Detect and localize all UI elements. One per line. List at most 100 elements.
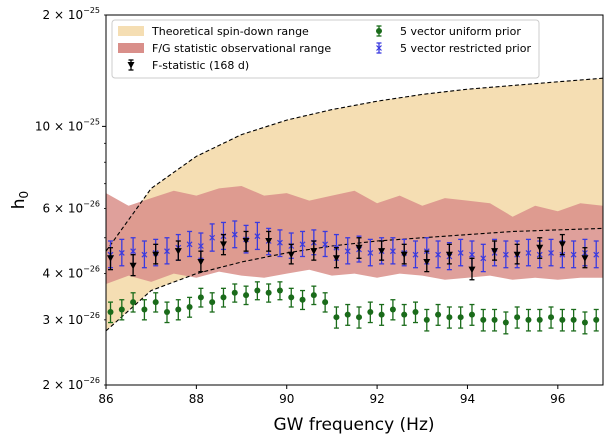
restricted-prior-marker	[469, 251, 475, 258]
restricted-prior-marker	[277, 239, 283, 246]
legend-entry: 5 vector uniform prior	[376, 25, 521, 38]
y-tick-label: 2 × 10−25	[43, 6, 100, 22]
f-statistic-marker	[423, 258, 431, 266]
restricted-prior-point	[548, 238, 554, 267]
uniform-prior-point	[389, 299, 396, 321]
f-statistic-marker	[265, 238, 273, 245]
y-axis-title: h0	[9, 191, 31, 209]
restricted-prior-marker	[322, 241, 329, 248]
restricted-prior-marker	[186, 241, 193, 248]
f-statistic-point	[197, 250, 205, 273]
uniform-prior-marker	[231, 289, 238, 296]
uniform-prior-marker	[197, 294, 204, 301]
f-statistic-marker	[310, 248, 318, 255]
uniform-prior-marker	[480, 316, 487, 323]
uniform-prior-marker	[491, 316, 498, 323]
f-statistic-point	[445, 243, 453, 265]
legend-label: Theoretical spin-down range	[151, 25, 309, 38]
uniform-prior-point	[322, 292, 329, 313]
restricted-prior-marker	[480, 255, 487, 262]
uniform-prior-marker	[265, 289, 272, 296]
restricted-prior-marker	[197, 243, 204, 249]
restricted-prior-point	[480, 243, 487, 273]
uniform-prior-marker	[175, 306, 182, 313]
f-statistic-point	[107, 247, 115, 271]
x-axis-title: GW frequency (Hz)	[273, 415, 434, 435]
restricted-prior-point	[231, 220, 238, 249]
uniform-prior-point	[209, 292, 216, 313]
uniform-prior-point	[514, 306, 521, 329]
uniform-prior-point	[118, 299, 125, 321]
uniform-prior-point	[344, 303, 351, 326]
uniform-prior-point	[536, 308, 543, 332]
uniform-prior-point	[197, 287, 204, 308]
x-tick-label: 94	[460, 392, 475, 406]
uniform-prior-marker	[446, 314, 453, 321]
uniform-prior-point	[163, 301, 170, 324]
uniform-prior-marker	[243, 292, 250, 299]
uniform-prior-point	[356, 306, 363, 329]
f-statistic-point	[581, 247, 589, 269]
f-statistic-point	[378, 240, 386, 261]
dashed-bound-curve-1	[106, 77, 603, 252]
uniform-prior-point	[559, 308, 566, 332]
y-tick-label: 10 × 10−25	[35, 117, 100, 133]
y-axis: 2 × 10−26 3 × 10−26 4 × 10−26 6 × 10−26 10 ×…	[35, 6, 106, 392]
uniform-prior-point	[141, 299, 148, 321]
uniform-prior-point	[502, 311, 509, 335]
restricted-prior-marker	[254, 233, 261, 240]
uniform-prior-point	[378, 303, 385, 326]
uniform-prior-point	[435, 303, 442, 326]
f-statistic-marker	[445, 251, 453, 259]
uniform-prior-marker	[401, 311, 408, 318]
uniform-prior-marker	[356, 314, 363, 321]
f-statistic-point	[129, 254, 137, 277]
restricted-prior-marker	[344, 248, 351, 255]
uniform-prior-marker	[468, 311, 475, 318]
uniform-prior-marker	[163, 309, 170, 316]
uniform-prior-point	[265, 283, 272, 303]
legend-entry: F-statistic (168 d)	[127, 59, 249, 72]
uniform-prior-point	[310, 285, 317, 306]
restricted-prior-marker	[130, 248, 137, 255]
f-statistic-marker	[152, 251, 160, 259]
f-statistic-point	[332, 247, 340, 269]
uniform-prior-point	[254, 281, 261, 301]
f-statistic-point	[242, 230, 250, 252]
restricted-prior-marker	[164, 248, 170, 255]
restricted-prior-marker	[231, 231, 238, 238]
y-axis-title-subscript: 0	[17, 191, 31, 199]
restricted-prior-point	[344, 237, 351, 265]
legend-entry: F/G statistic observational range	[118, 42, 331, 55]
restricted-prior-marker	[548, 249, 554, 256]
uniform-prior-point	[276, 281, 283, 301]
f-statistic-marker	[513, 251, 521, 259]
uniform-prior-marker	[299, 296, 306, 303]
x-tick-label: 90	[279, 392, 294, 406]
f-statistic-point	[265, 230, 273, 252]
uniform-prior-marker	[209, 299, 216, 306]
uniform-prior-marker	[457, 314, 464, 321]
f-statistic-point	[355, 237, 363, 259]
uniform-prior-marker	[152, 299, 159, 306]
f-statistic-marker	[400, 251, 408, 259]
f-statistic-marker	[491, 248, 499, 255]
uniform-prior-point	[333, 306, 340, 329]
uniform-prior-marker	[130, 299, 137, 306]
restricted-prior-point	[186, 230, 193, 258]
uniform-prior-point	[480, 308, 487, 332]
y-tick-label: 6 × 10−26	[43, 199, 100, 215]
uniform-prior-marker	[581, 319, 588, 326]
legend-marker	[376, 28, 382, 34]
f-statistic-marker	[197, 258, 205, 266]
uniform-prior-point	[299, 289, 306, 311]
restricted-prior-point	[277, 229, 283, 258]
uniform-prior-point	[175, 299, 182, 321]
restricted-prior-marker	[502, 251, 509, 258]
x-axis: 86 88 90 92 94 96	[98, 385, 565, 406]
uniform-prior-point	[491, 308, 498, 332]
uniform-prior-point	[152, 292, 159, 313]
uniform-prior-marker	[593, 316, 600, 323]
restricted-prior-marker	[593, 251, 600, 258]
f-statistic-marker	[107, 255, 115, 262]
